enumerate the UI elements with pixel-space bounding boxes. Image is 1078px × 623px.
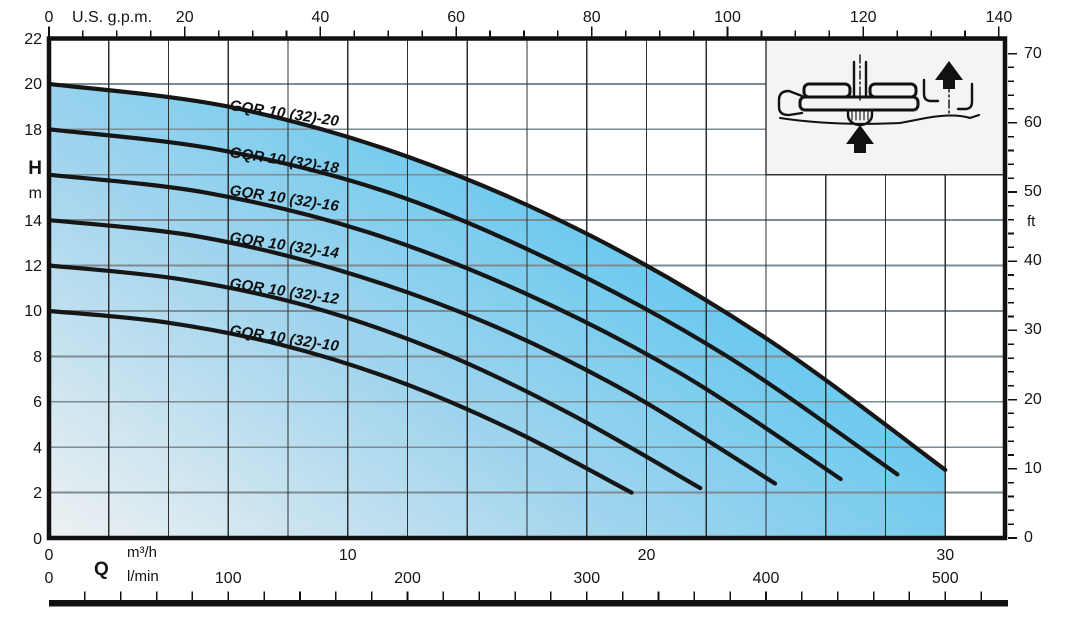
pump-icon-panel (765, 39, 1005, 176)
pump-curve (46, 218, 778, 486)
right-axis-ticks (1008, 52, 1017, 539)
pump-curve (46, 127, 900, 477)
pump-cross-section-schematic (777, 54, 980, 153)
lmin-axis-bar (49, 600, 1008, 607)
top-axis-ticks (48, 26, 1000, 37)
outlet-flow-arrow-icon (935, 61, 963, 89)
pump-icon-box (765, 39, 1005, 176)
pump-curve (46, 81, 948, 472)
inlet-flow-arrow-icon (846, 125, 874, 153)
pump-curve (46, 308, 634, 495)
lmin-axis (49, 591, 1008, 607)
pump-curve (46, 263, 703, 491)
pump-curve (46, 172, 843, 482)
pump-curves (46, 81, 948, 495)
plot-border (46, 36, 1008, 541)
border (46, 36, 1008, 541)
